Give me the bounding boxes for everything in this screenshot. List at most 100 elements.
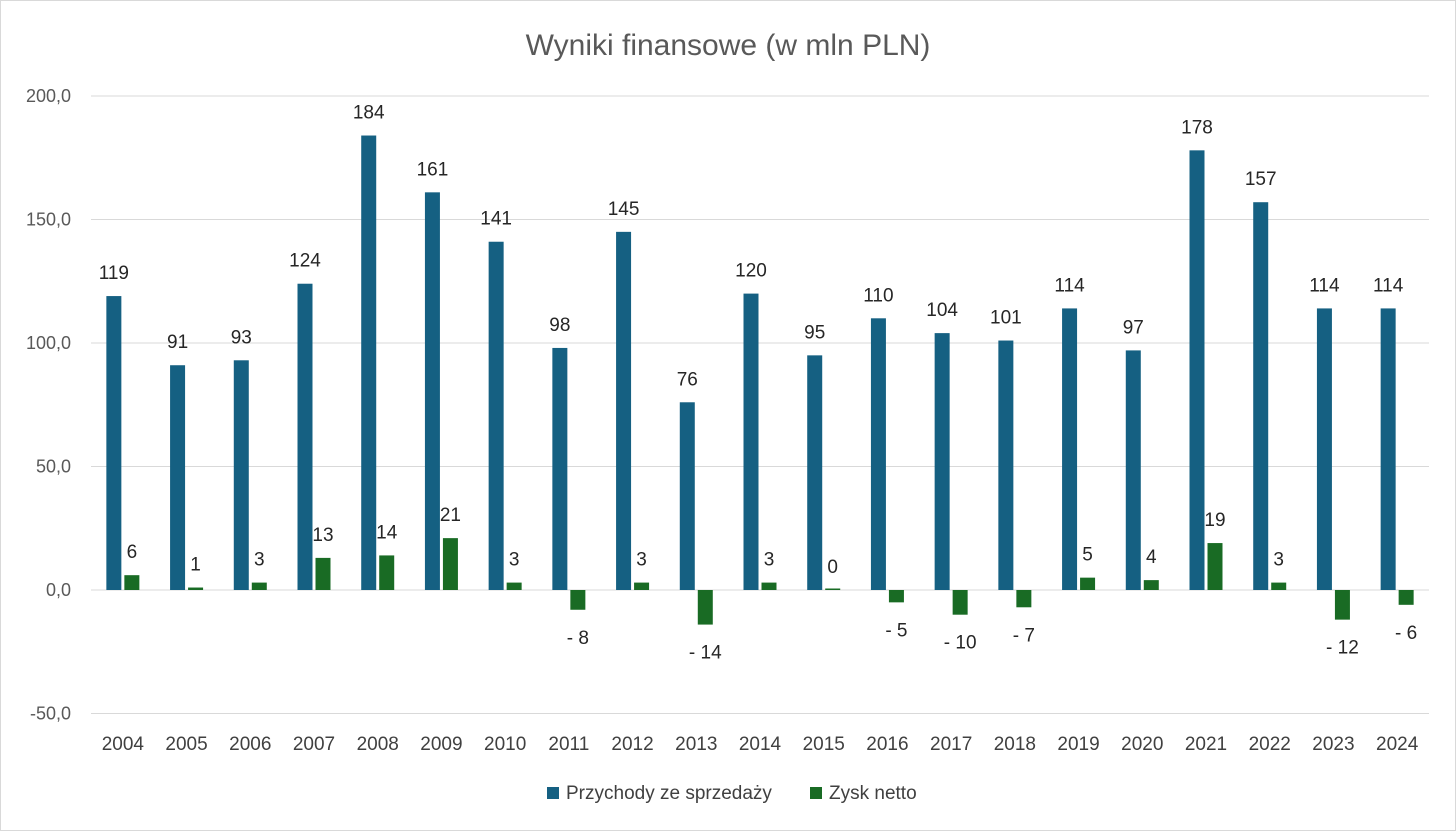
legend-swatch [547, 787, 559, 799]
bar-revenue [1253, 202, 1269, 590]
data-label-revenue: 184 [353, 103, 385, 124]
bar-net-profit [570, 590, 586, 610]
data-label-net-profit: 3 [509, 550, 520, 571]
data-label-revenue: 120 [735, 261, 767, 282]
bar-net-profit [124, 575, 140, 590]
y-tick-label: 100,0 [26, 333, 71, 353]
data-label-revenue: 157 [1245, 169, 1277, 190]
bars [106, 135, 1414, 625]
x-tick-label: 2021 [1185, 734, 1227, 755]
bar-net-profit [1080, 577, 1096, 590]
bar-revenue [1380, 308, 1396, 590]
data-label-revenue: 91 [167, 332, 188, 353]
x-tick-label: 2014 [739, 734, 782, 755]
data-label-net-profit: 6 [127, 542, 138, 563]
bar-revenue [743, 293, 759, 590]
data-label-net-profit: 1 [190, 555, 201, 576]
y-axis-ticks: -50,0 0,0 50,0 100,0 150,0 200,0 [26, 86, 71, 724]
data-label-revenue: 114 [1309, 275, 1340, 296]
x-axis-ticks: 2004 2005 2006 2007 2008 2009 2010 2011 2012 2013… [102, 734, 1419, 755]
bar-revenue [233, 360, 249, 590]
bar-revenue [552, 347, 568, 590]
bar-revenue [1062, 308, 1078, 590]
data-label-net-profit: - 10 [944, 633, 977, 654]
data-label-net-profit: 0 [827, 557, 838, 578]
data-label-revenue: 101 [990, 308, 1022, 329]
bar-revenue [679, 402, 695, 590]
bar-net-profit [251, 582, 267, 590]
bar-net-profit [888, 590, 904, 603]
bar-revenue [106, 296, 122, 590]
bar-net-profit [1271, 582, 1287, 590]
x-tick-label: 2020 [1121, 734, 1163, 755]
data-label-revenue: 93 [231, 327, 252, 348]
data-label-net-profit: - 12 [1326, 638, 1359, 659]
data-label-revenue: 98 [549, 315, 570, 336]
data-label-net-profit: - 5 [885, 620, 907, 641]
bar-net-profit [188, 587, 204, 590]
x-tick-label: 2018 [994, 734, 1036, 755]
x-tick-label: 2024 [1376, 734, 1419, 755]
x-tick-label: 2008 [357, 734, 399, 755]
bar-revenue [1316, 308, 1332, 590]
y-tick-label: -50,0 [30, 704, 71, 724]
x-tick-label: 2007 [293, 734, 335, 755]
data-label-revenue: 114 [1373, 275, 1404, 296]
data-label-revenue: 145 [608, 199, 640, 220]
x-tick-label: 2015 [803, 734, 845, 755]
bar-net-profit [379, 555, 395, 590]
x-tick-label: 2017 [930, 734, 972, 755]
data-label-net-profit: - 7 [1013, 625, 1035, 646]
legend-label: Przychody ze sprzedaży [566, 783, 772, 804]
legend-label: Zysk netto [829, 783, 917, 804]
x-tick-label: 2016 [866, 734, 908, 755]
bar-revenue [361, 135, 377, 590]
bar-revenue [998, 340, 1014, 590]
x-tick-label: 2009 [420, 734, 462, 755]
bar-net-profit [1207, 543, 1223, 590]
x-tick-label: 2013 [675, 734, 717, 755]
bar-net-profit [1398, 590, 1414, 605]
data-label-revenue: 97 [1123, 317, 1144, 338]
x-tick-label: 2019 [1057, 734, 1099, 755]
data-label-net-profit: 19 [1204, 510, 1225, 531]
bar-revenue [934, 333, 950, 590]
data-label-revenue: 76 [677, 369, 698, 390]
bar-revenue [870, 318, 886, 590]
x-tick-label: 2023 [1312, 734, 1354, 755]
chart-title: Wyniki finansowe (w mln PLN) [526, 29, 931, 62]
data-label-net-profit: 3 [764, 550, 775, 571]
data-label-net-profit: 13 [312, 525, 333, 546]
y-tick-label: 50,0 [36, 457, 71, 477]
y-tick-label: 200,0 [26, 86, 71, 106]
bar-revenue [488, 241, 504, 591]
data-label-net-profit: - 8 [567, 628, 589, 649]
x-tick-label: 2011 [548, 734, 589, 755]
bar-net-profit [1016, 590, 1032, 608]
data-label-net-profit: 3 [636, 550, 647, 571]
bar-net-profit [506, 582, 522, 590]
data-label-revenue: 161 [417, 159, 449, 180]
x-tick-label: 2022 [1249, 734, 1291, 755]
bar-net-profit [442, 538, 458, 590]
x-tick-label: 2005 [165, 734, 207, 755]
data-label-net-profit: 5 [1082, 545, 1093, 566]
data-label-revenue: 104 [926, 300, 958, 321]
bar-net-profit [952, 590, 968, 615]
legend-swatch [810, 787, 822, 799]
data-label-net-profit: 4 [1146, 547, 1157, 568]
bar-net-profit [315, 557, 331, 590]
bar-revenue [1125, 350, 1141, 590]
data-label-revenue: 95 [804, 322, 825, 343]
bar-revenue [170, 365, 186, 590]
bar-revenue [297, 283, 313, 590]
data-label-revenue: 119 [99, 263, 129, 284]
bar-revenue [616, 231, 632, 590]
y-tick-label: 150,0 [26, 210, 71, 230]
legend: Przychody ze sprzedaży Zysk netto [547, 783, 917, 804]
bar-revenue [1189, 150, 1205, 590]
data-label-revenue: 124 [289, 251, 321, 272]
data-label-net-profit: 3 [254, 550, 265, 571]
bar-net-profit [761, 582, 777, 590]
